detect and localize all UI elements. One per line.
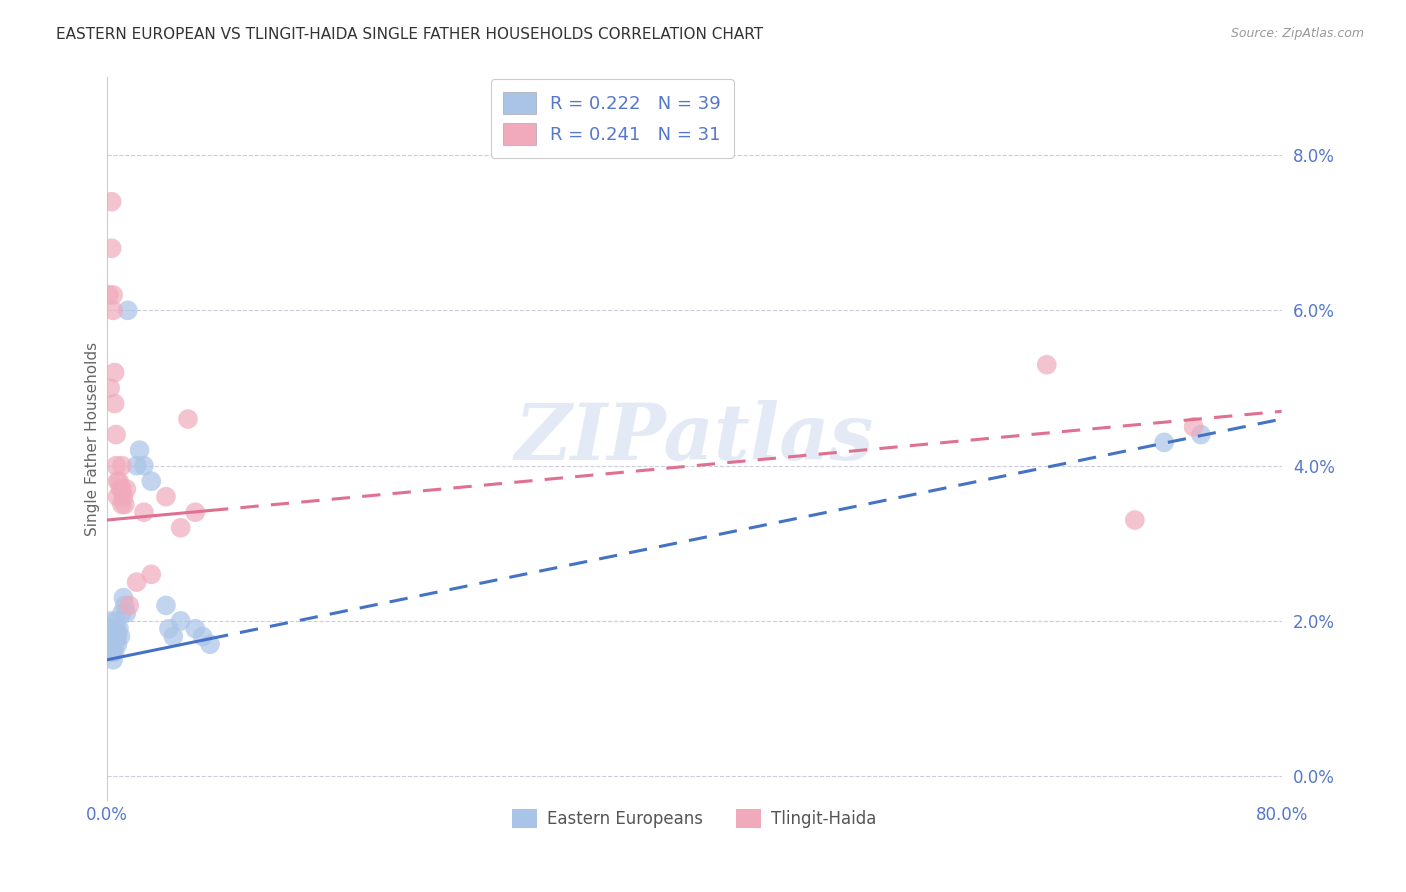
Point [105, 614, 128, 628]
Point [1189, 427, 1212, 442]
Point [169, 614, 191, 628]
Point [107, 630, 129, 644]
Point [98, 614, 121, 628]
Point [111, 498, 134, 512]
Point [118, 599, 141, 613]
Point [155, 599, 177, 613]
Point [132, 505, 155, 519]
Point [100, 645, 122, 659]
Point [100, 241, 122, 255]
Point [111, 606, 134, 620]
Point [141, 567, 163, 582]
Point [105, 427, 128, 442]
Point [184, 622, 207, 636]
Point [103, 645, 125, 659]
Point [110, 482, 132, 496]
Point [107, 637, 129, 651]
Point [107, 490, 129, 504]
Point [110, 630, 132, 644]
Point [169, 521, 191, 535]
Text: ZIPatlas: ZIPatlas [515, 401, 875, 476]
Point [112, 591, 135, 605]
Point [103, 630, 125, 644]
Point [98, 381, 121, 395]
Text: EASTERN EUROPEAN VS TLINGIT-HAIDA SINGLE FATHER HOUSEHOLDS CORRELATION CHART: EASTERN EUROPEAN VS TLINGIT-HAIDA SINGLE… [56, 27, 763, 42]
Point [103, 366, 125, 380]
Point [103, 622, 125, 636]
Point [155, 490, 177, 504]
Point [162, 630, 184, 644]
Point [103, 396, 125, 410]
Point [191, 630, 214, 644]
Legend: Eastern Europeans, Tlingit-Haida: Eastern Europeans, Tlingit-Haida [505, 802, 883, 835]
Point [108, 474, 131, 488]
Point [105, 622, 128, 636]
Point [1123, 513, 1146, 527]
Point [105, 630, 128, 644]
Point [97, 622, 120, 636]
Point [157, 622, 180, 636]
Point [101, 288, 124, 302]
Point [100, 622, 122, 636]
Point [141, 474, 163, 488]
Point [1182, 420, 1205, 434]
Point [198, 637, 221, 651]
Point [114, 599, 136, 613]
Point [128, 443, 150, 458]
Point [107, 474, 129, 488]
Point [100, 194, 122, 209]
Point [112, 490, 135, 504]
Point [97, 288, 120, 302]
Point [105, 458, 128, 473]
Point [98, 630, 121, 644]
Point [103, 637, 125, 651]
Point [100, 637, 122, 651]
Text: Source: ZipAtlas.com: Source: ZipAtlas.com [1230, 27, 1364, 40]
Point [177, 412, 200, 426]
Point [1153, 435, 1175, 450]
Point [111, 482, 134, 496]
Point [98, 645, 121, 659]
Point [184, 505, 207, 519]
Point [125, 458, 148, 473]
Point [125, 575, 148, 590]
Point [101, 645, 124, 659]
Point [108, 622, 131, 636]
Point [111, 458, 134, 473]
Point [101, 630, 124, 644]
Point [114, 498, 136, 512]
Point [117, 303, 139, 318]
Point [101, 653, 124, 667]
Point [115, 606, 138, 620]
Point [1036, 358, 1059, 372]
Y-axis label: Single Father Households: Single Father Households [86, 342, 100, 535]
Point [101, 303, 124, 318]
Point [132, 458, 155, 473]
Point [115, 482, 138, 496]
